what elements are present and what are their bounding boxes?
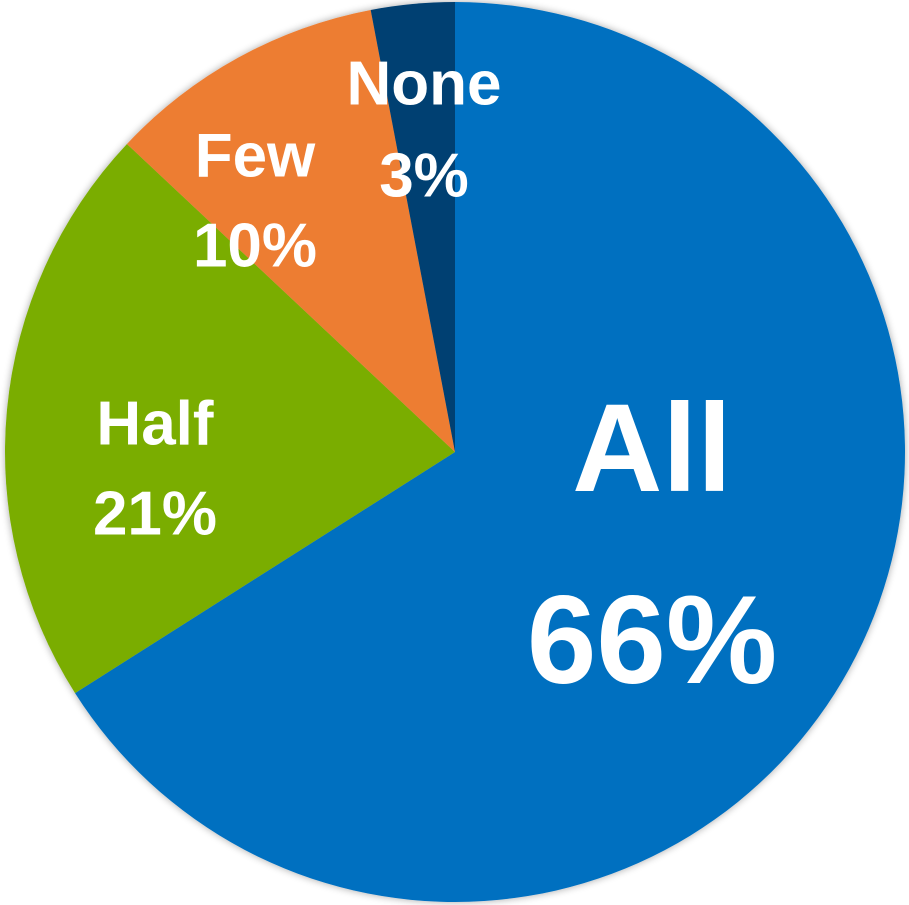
pie xyxy=(4,2,906,902)
slice-name: Half xyxy=(96,389,213,458)
slice-name: Few xyxy=(195,121,316,190)
slice-name: All xyxy=(572,379,732,518)
pie-slice xyxy=(370,2,455,452)
slice-percent: 66% xyxy=(527,571,777,710)
slice-percent: 21% xyxy=(93,479,217,548)
slice-percent: 3% xyxy=(379,141,469,210)
pie-slice xyxy=(4,143,455,694)
pie-slice xyxy=(75,2,906,902)
slice-name: None xyxy=(347,49,502,118)
slice-percent: 10% xyxy=(193,211,317,280)
pie-slice xyxy=(126,9,456,453)
